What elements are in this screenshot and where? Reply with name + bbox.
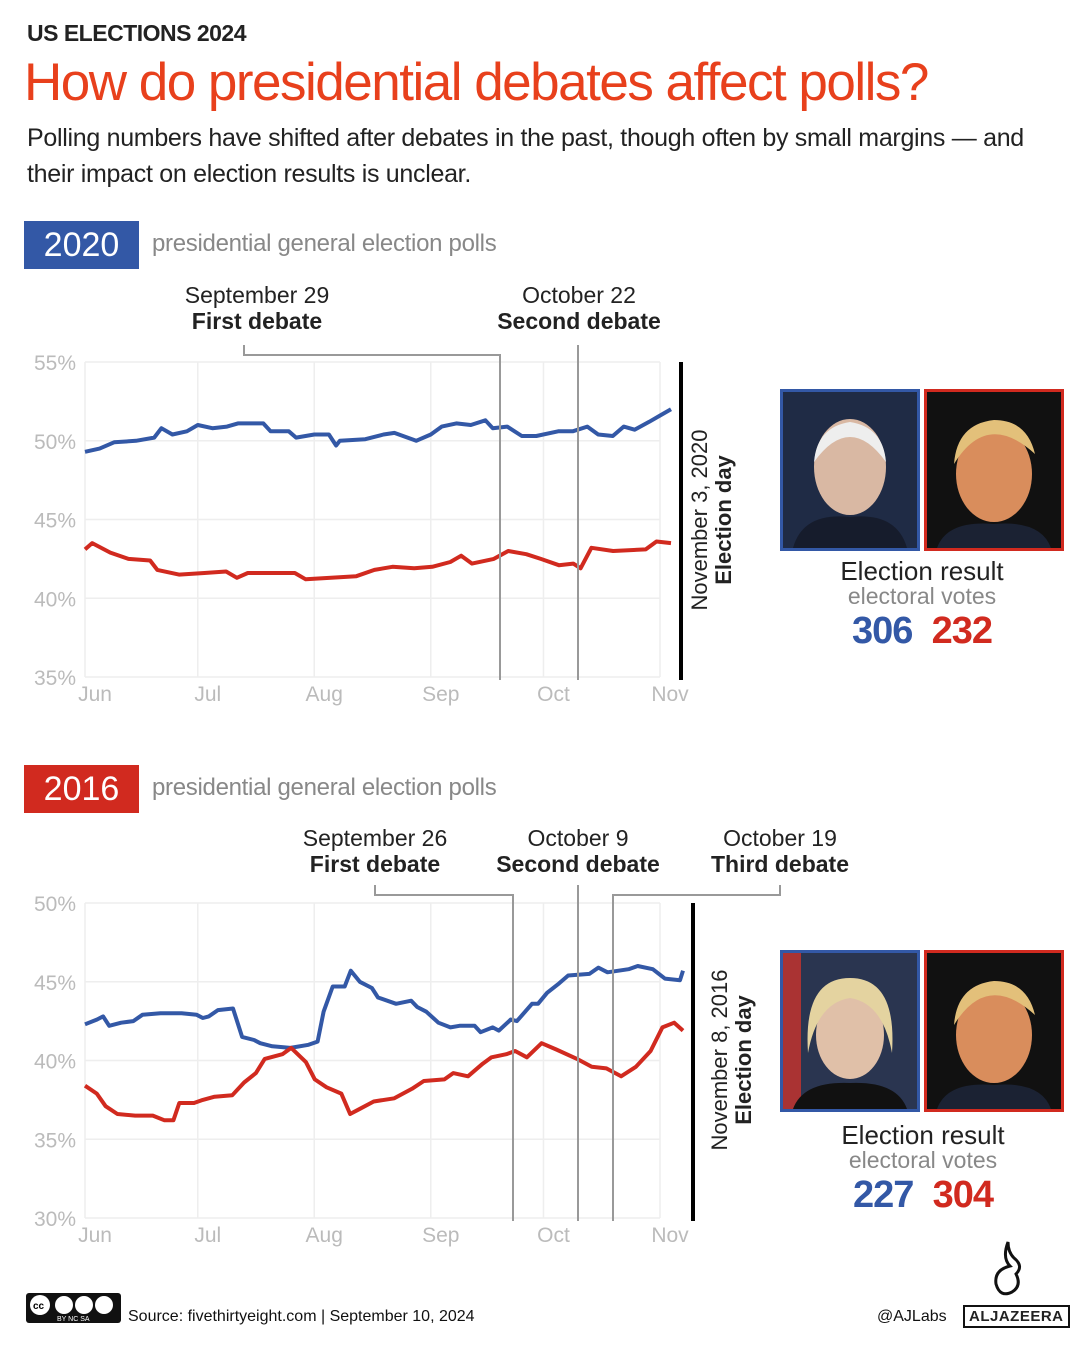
result-title: Election result xyxy=(840,556,1004,586)
debate-date: September 29 xyxy=(184,282,330,308)
y-tick-label: 40% xyxy=(34,1051,76,1074)
section-label-2016: presidential general election polls xyxy=(152,774,497,801)
debate-label-2016-first: September 26 First debate xyxy=(303,825,447,877)
creative-commons-badge: cc BY NC SA xyxy=(26,1293,121,1323)
result-title: Election result xyxy=(841,1120,1005,1150)
y-tick-label: 45% xyxy=(34,972,76,995)
result-subtitle: electoral votes xyxy=(847,583,997,609)
republican-poll-line xyxy=(83,1020,685,1123)
debate-name: Second debate xyxy=(497,308,661,334)
year-badge-2016: 2016 xyxy=(24,765,139,813)
aljazeera-logo: ALJAZEERA xyxy=(963,1305,1070,1328)
page-subtitle: Polling numbers have shifted after debat… xyxy=(27,124,1024,188)
kicker: US ELECTIONS 2024 xyxy=(27,20,247,46)
democrat-poll-line xyxy=(84,964,685,1050)
debate-date: September 26 xyxy=(302,825,448,851)
debate-name: First debate xyxy=(191,308,323,334)
debate-marker-line xyxy=(374,885,514,1221)
x-tick-label: Sep xyxy=(422,683,459,706)
x-tick-label: Jun xyxy=(78,1224,112,1247)
x-tick-label: Aug xyxy=(306,683,343,706)
x-tick-label: Nov xyxy=(651,1224,689,1247)
rep-votes: 232 xyxy=(931,610,993,652)
x-tick-label: Jul xyxy=(194,1224,221,1247)
candidate-photo-trump-2016 xyxy=(924,950,1064,1112)
x-tick-label: Nov xyxy=(651,683,689,706)
debate-marker-line xyxy=(243,345,501,680)
svg-text:cc: cc xyxy=(33,1301,45,1312)
x-tick-label: Aug xyxy=(306,1224,343,1247)
y-tick-label: 30% xyxy=(34,1208,76,1231)
x-tick-label: Oct xyxy=(537,683,570,706)
year-badge-2020: 2020 xyxy=(24,221,139,269)
y-tick-label: 35% xyxy=(34,1129,76,1152)
debate-name: First debate xyxy=(309,851,441,877)
x-tick-label: Sep xyxy=(422,1224,459,1247)
candidate-photo-trump-2020 xyxy=(924,389,1064,551)
ajlabs-handle: @AJLabs xyxy=(877,1308,947,1325)
source-note: Source: fivethirtyeight.com | September … xyxy=(128,1308,475,1325)
x-tick-label: Oct xyxy=(537,1224,570,1247)
democrat-poll-line xyxy=(84,407,672,454)
candidate-photo-biden xyxy=(780,389,920,551)
y-tick-label: 50% xyxy=(34,431,76,454)
debate-name: Third debate xyxy=(710,851,850,877)
y-tick-label: 35% xyxy=(34,667,76,690)
y-tick-label: 40% xyxy=(34,588,76,611)
y-tick-label: 45% xyxy=(34,510,76,533)
election-result-2016: Election result electoral votes 227 304 xyxy=(793,1120,1053,1217)
x-tick-label: Jul xyxy=(194,683,221,706)
aljazeera-calligraphy-icon xyxy=(994,1241,1021,1296)
debate-marker-line xyxy=(612,885,781,1221)
page-title: How do presidential debates affect polls… xyxy=(24,53,929,112)
election-result-2020: Election result electoral votes 306 232 xyxy=(792,556,1052,653)
y-tick-label: 55% xyxy=(34,352,76,375)
dem-votes: 306 xyxy=(852,610,913,652)
section-label-2020: presidential general election polls xyxy=(152,230,497,257)
candidate-photo-clinton xyxy=(780,950,920,1112)
y-tick-label: 50% xyxy=(34,893,76,916)
debate-label-2020-second: October 22 Second debate xyxy=(497,282,661,334)
republican-poll-line xyxy=(83,539,672,582)
debate-date: October 19 xyxy=(723,825,837,851)
result-subtitle: electoral votes xyxy=(848,1147,998,1173)
debate-date: October 22 xyxy=(522,282,636,308)
svg-text:BY NC SA: BY NC SA xyxy=(57,1316,90,1323)
debate-label-2020-first: September 29 First debate xyxy=(185,282,329,334)
x-tick-label: Jun xyxy=(78,683,112,706)
debate-label-2016-third: October 19 Third debate xyxy=(711,825,849,877)
dem-votes: 227 xyxy=(853,1174,914,1216)
rep-votes: 304 xyxy=(932,1174,994,1216)
debate-name: Second debate xyxy=(496,851,660,877)
debate-label-2016-second: October 9 Second debate xyxy=(496,825,660,877)
debate-date: October 9 xyxy=(527,825,629,851)
